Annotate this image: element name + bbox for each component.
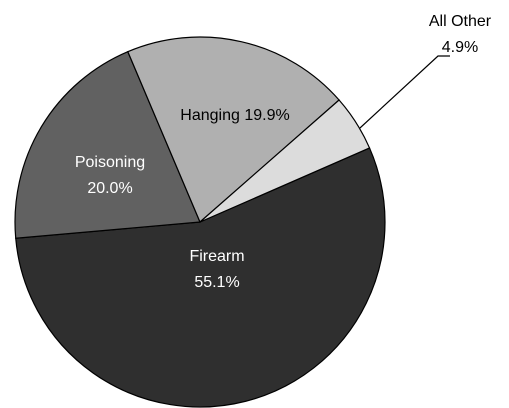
category-label: Poisoning (75, 154, 145, 171)
slice-label: Hanging 19.9% (180, 107, 289, 124)
pie-slice (199, 99, 371, 223)
leader-line (359, 55, 450, 129)
pie-slice (127, 36, 340, 223)
category-label: Hanging (180, 107, 240, 124)
value-label: 4.9% (442, 39, 478, 56)
value-label: 19.9% (244, 107, 289, 124)
pie-slice (14, 50, 201, 239)
value-label: 20.0% (87, 180, 132, 197)
pie-slice (15, 147, 386, 408)
value-label: 55.1% (194, 274, 239, 291)
category-label: Firearm (189, 248, 244, 265)
category-label: All Other (429, 13, 492, 30)
